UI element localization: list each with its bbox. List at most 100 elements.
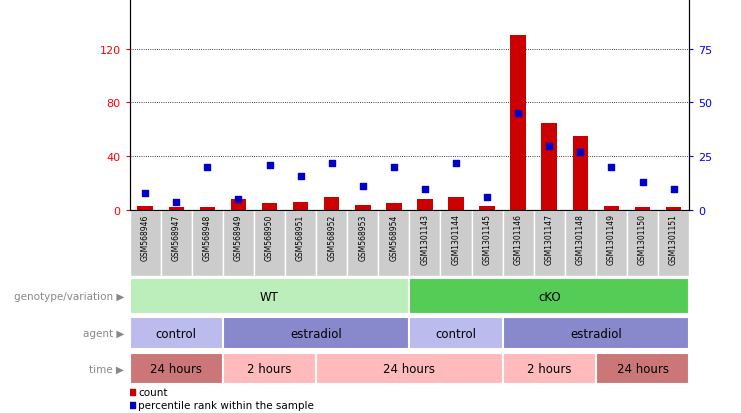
FancyBboxPatch shape — [223, 318, 409, 349]
FancyBboxPatch shape — [130, 211, 161, 277]
Bar — [355, 205, 370, 211]
FancyBboxPatch shape — [285, 211, 316, 277]
FancyBboxPatch shape — [192, 211, 223, 277]
Point — [419, 186, 431, 192]
Text: GSM568954: GSM568954 — [389, 214, 399, 260]
Bar — [293, 202, 308, 211]
Text: GSM1301148: GSM1301148 — [576, 214, 585, 265]
Bar — [666, 208, 682, 211]
FancyBboxPatch shape — [130, 318, 223, 349]
FancyBboxPatch shape — [502, 211, 534, 277]
FancyBboxPatch shape — [348, 211, 379, 277]
Text: cKO: cKO — [538, 290, 561, 303]
FancyBboxPatch shape — [534, 211, 565, 277]
Bar — [479, 206, 495, 211]
Bar — [573, 137, 588, 211]
Text: 24 hours: 24 hours — [617, 362, 668, 375]
Text: GSM1301149: GSM1301149 — [607, 214, 616, 265]
Point — [357, 184, 369, 190]
FancyBboxPatch shape — [254, 211, 285, 277]
FancyBboxPatch shape — [316, 211, 348, 277]
Point — [139, 190, 151, 197]
Point — [637, 179, 648, 186]
FancyBboxPatch shape — [502, 318, 689, 349]
Text: GSM568953: GSM568953 — [359, 214, 368, 260]
Bar — [448, 197, 464, 211]
Text: estradiol: estradiol — [290, 327, 342, 340]
FancyBboxPatch shape — [223, 211, 254, 277]
FancyBboxPatch shape — [565, 211, 596, 277]
Point — [450, 160, 462, 167]
Point — [295, 173, 307, 180]
FancyBboxPatch shape — [130, 353, 223, 385]
Text: 24 hours: 24 hours — [383, 362, 436, 375]
FancyBboxPatch shape — [161, 211, 192, 277]
Bar — [417, 200, 433, 211]
Point — [127, 389, 139, 396]
Text: estradiol: estradiol — [570, 327, 622, 340]
FancyBboxPatch shape — [379, 211, 409, 277]
FancyBboxPatch shape — [440, 211, 471, 277]
Point — [481, 195, 493, 201]
Bar — [137, 206, 153, 211]
FancyBboxPatch shape — [471, 211, 502, 277]
FancyBboxPatch shape — [596, 353, 689, 385]
Point — [605, 164, 617, 171]
Text: 2 hours: 2 hours — [527, 362, 571, 375]
Bar — [542, 123, 557, 211]
Text: GSM1301145: GSM1301145 — [482, 214, 491, 265]
FancyBboxPatch shape — [596, 211, 627, 277]
Text: genotype/variation ▶: genotype/variation ▶ — [13, 291, 124, 301]
Text: GSM568949: GSM568949 — [234, 214, 243, 260]
Text: GSM568948: GSM568948 — [203, 214, 212, 260]
Text: count: count — [138, 387, 167, 397]
Text: GSM568946: GSM568946 — [141, 214, 150, 260]
Text: GSM1301151: GSM1301151 — [669, 214, 678, 265]
Text: GSM1301144: GSM1301144 — [451, 214, 460, 265]
Text: time ▶: time ▶ — [89, 363, 124, 374]
FancyBboxPatch shape — [130, 279, 409, 314]
FancyBboxPatch shape — [502, 353, 596, 385]
FancyBboxPatch shape — [409, 279, 689, 314]
Bar — [199, 208, 215, 211]
Point — [264, 162, 276, 169]
Text: percentile rank within the sample: percentile rank within the sample — [138, 400, 314, 410]
Text: GSM568952: GSM568952 — [328, 214, 336, 260]
Bar — [262, 204, 277, 211]
Point — [512, 111, 524, 117]
Point — [170, 199, 182, 205]
FancyBboxPatch shape — [627, 211, 658, 277]
Bar — [386, 204, 402, 211]
Bar — [324, 197, 339, 211]
Text: GSM1301150: GSM1301150 — [638, 214, 647, 265]
Point — [233, 197, 245, 203]
Text: agent ▶: agent ▶ — [83, 328, 124, 339]
Bar — [168, 208, 184, 211]
Point — [326, 160, 338, 167]
Text: 2 hours: 2 hours — [247, 362, 292, 375]
Text: WT: WT — [260, 290, 279, 303]
Point — [574, 150, 586, 156]
Bar — [230, 200, 246, 211]
FancyBboxPatch shape — [409, 318, 502, 349]
Text: control: control — [156, 327, 197, 340]
Text: GSM568951: GSM568951 — [296, 214, 305, 260]
Point — [127, 401, 139, 408]
Bar — [511, 36, 526, 211]
Text: GSM1301147: GSM1301147 — [545, 214, 554, 265]
FancyBboxPatch shape — [658, 211, 689, 277]
Text: GSM1301146: GSM1301146 — [514, 214, 522, 265]
Text: GSM568950: GSM568950 — [265, 214, 274, 260]
FancyBboxPatch shape — [316, 353, 502, 385]
FancyBboxPatch shape — [223, 353, 316, 385]
Text: 24 hours: 24 hours — [150, 362, 202, 375]
Point — [668, 186, 679, 192]
Text: GSM568947: GSM568947 — [172, 214, 181, 260]
Point — [543, 143, 555, 150]
Point — [388, 164, 400, 171]
Text: control: control — [436, 327, 476, 340]
Point — [202, 164, 213, 171]
FancyBboxPatch shape — [409, 211, 440, 277]
Bar — [635, 208, 651, 211]
Text: GSM1301143: GSM1301143 — [420, 214, 430, 265]
